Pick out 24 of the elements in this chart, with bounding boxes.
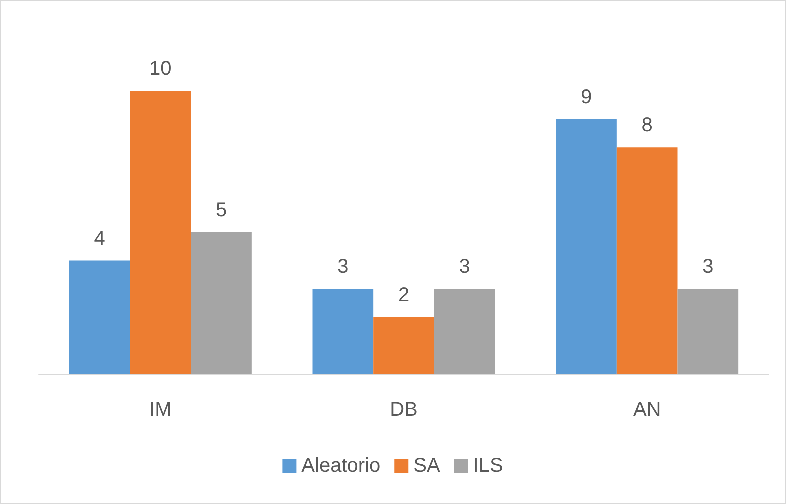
data-label: 9: [580, 86, 592, 108]
bar: [678, 289, 739, 374]
bar: [616, 148, 678, 374]
bar: [312, 289, 374, 374]
data-label: 8: [642, 114, 653, 137]
bar: [69, 260, 130, 374]
data-label: 4: [94, 228, 106, 250]
data-label: 10: [150, 58, 172, 80]
legend-label: Aleatorio: [302, 455, 381, 477]
data-label: 3: [338, 256, 349, 278]
bar: [191, 232, 252, 374]
legend-label: SA: [414, 455, 441, 477]
x-tick-label: DB: [390, 399, 418, 421]
bar: [374, 317, 434, 374]
data-label: 3: [459, 256, 470, 278]
data-label: 2: [398, 284, 410, 306]
bar: [130, 91, 192, 374]
bar: [556, 119, 617, 374]
data-label: 3: [702, 256, 714, 278]
data-label: 5: [216, 200, 228, 222]
x-tick-label: IM: [150, 399, 172, 421]
bar: [434, 289, 496, 374]
x-tick-label: AN: [633, 399, 662, 421]
legend-label: ILS: [473, 455, 504, 477]
